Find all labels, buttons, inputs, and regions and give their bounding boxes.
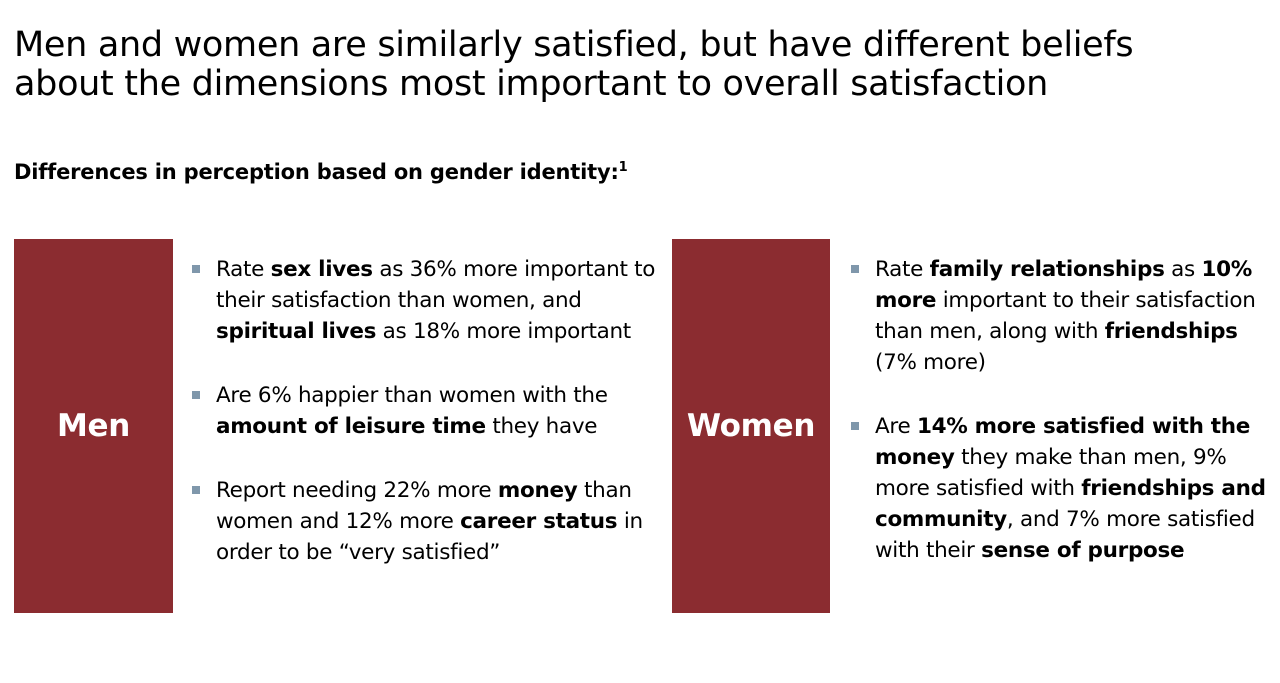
bullet-text: as: [1164, 257, 1202, 282]
bullet-text: than women and 12% more: [216, 478, 632, 534]
women-label-panel: Women: [672, 239, 830, 613]
bullet-text: they make than men, 9% more satisfied wi…: [875, 445, 1227, 501]
subtitle-text: Differences in perception based on gende…: [14, 160, 619, 184]
bullet-emphasis: money: [497, 478, 578, 503]
bullet-item: Rate family relationships as 10% more im…: [848, 254, 1273, 378]
bullet-emphasis: spiritual lives: [216, 319, 377, 344]
men-label: Men: [56, 408, 131, 444]
men-label-panel: Men: [14, 239, 173, 613]
bullet-emphasis: career status: [460, 509, 618, 534]
bullet-text: as 18% more important: [376, 319, 632, 344]
bullet-item: Are 6% happier than women with the amoun…: [189, 380, 669, 442]
bullet-text: Report needing 22% more: [216, 478, 498, 503]
page-title-line-2: about the dimensions most important to o…: [14, 63, 1049, 104]
bullet-emphasis: sex lives: [270, 257, 373, 282]
bullet-emphasis: friendships: [1104, 319, 1238, 344]
bullet-emphasis: family relationships: [929, 257, 1165, 282]
bullet-emphasis: 14% more satisfied with the money: [875, 414, 1251, 470]
bullet-emphasis: 10% more: [875, 257, 1253, 313]
bullet-item: Report needing 22% more money than women…: [189, 475, 669, 568]
bullet-text: Rate: [875, 257, 930, 282]
bullet-text: they have: [485, 414, 598, 439]
bullet-text: Rate: [216, 257, 271, 282]
women-label: Women: [686, 408, 816, 444]
bullet-emphasis: sense of purpose: [981, 538, 1185, 563]
bullet-text: , and 7% more satisfied with their: [875, 507, 1255, 563]
section-subtitle: Differences in perception based on gende…: [14, 160, 628, 184]
bullet-text: important to their satisfaction than men…: [875, 288, 1256, 344]
footnote-marker: 1: [618, 160, 628, 175]
bullet-text: as 36% more important to their satisfact…: [216, 257, 656, 313]
bullet-emphasis: friendships and community: [875, 476, 1266, 532]
bullet-item: Rate sex lives as 36% more important to …: [189, 254, 669, 347]
page-title-line-1: Men and women are similarly satisfied, b…: [14, 25, 1134, 65]
women-bullet-list: Rate family relationships as 10% more im…: [848, 254, 1273, 599]
bullet-text: Are: [875, 414, 917, 439]
page-title: Men and women are similarly satisfied, b…: [14, 26, 1264, 103]
bullet-text: in order to be “very satisfied”: [216, 509, 643, 565]
bullet-item: Are 14% more satisfied with the money th…: [848, 411, 1273, 566]
bullet-text: (7% more): [875, 350, 986, 375]
bullet-emphasis: amount of leisure time: [216, 414, 486, 439]
bullet-text: Are 6% happier than women with the: [216, 383, 608, 408]
men-bullet-list: Rate sex lives as 36% more important to …: [189, 254, 669, 601]
